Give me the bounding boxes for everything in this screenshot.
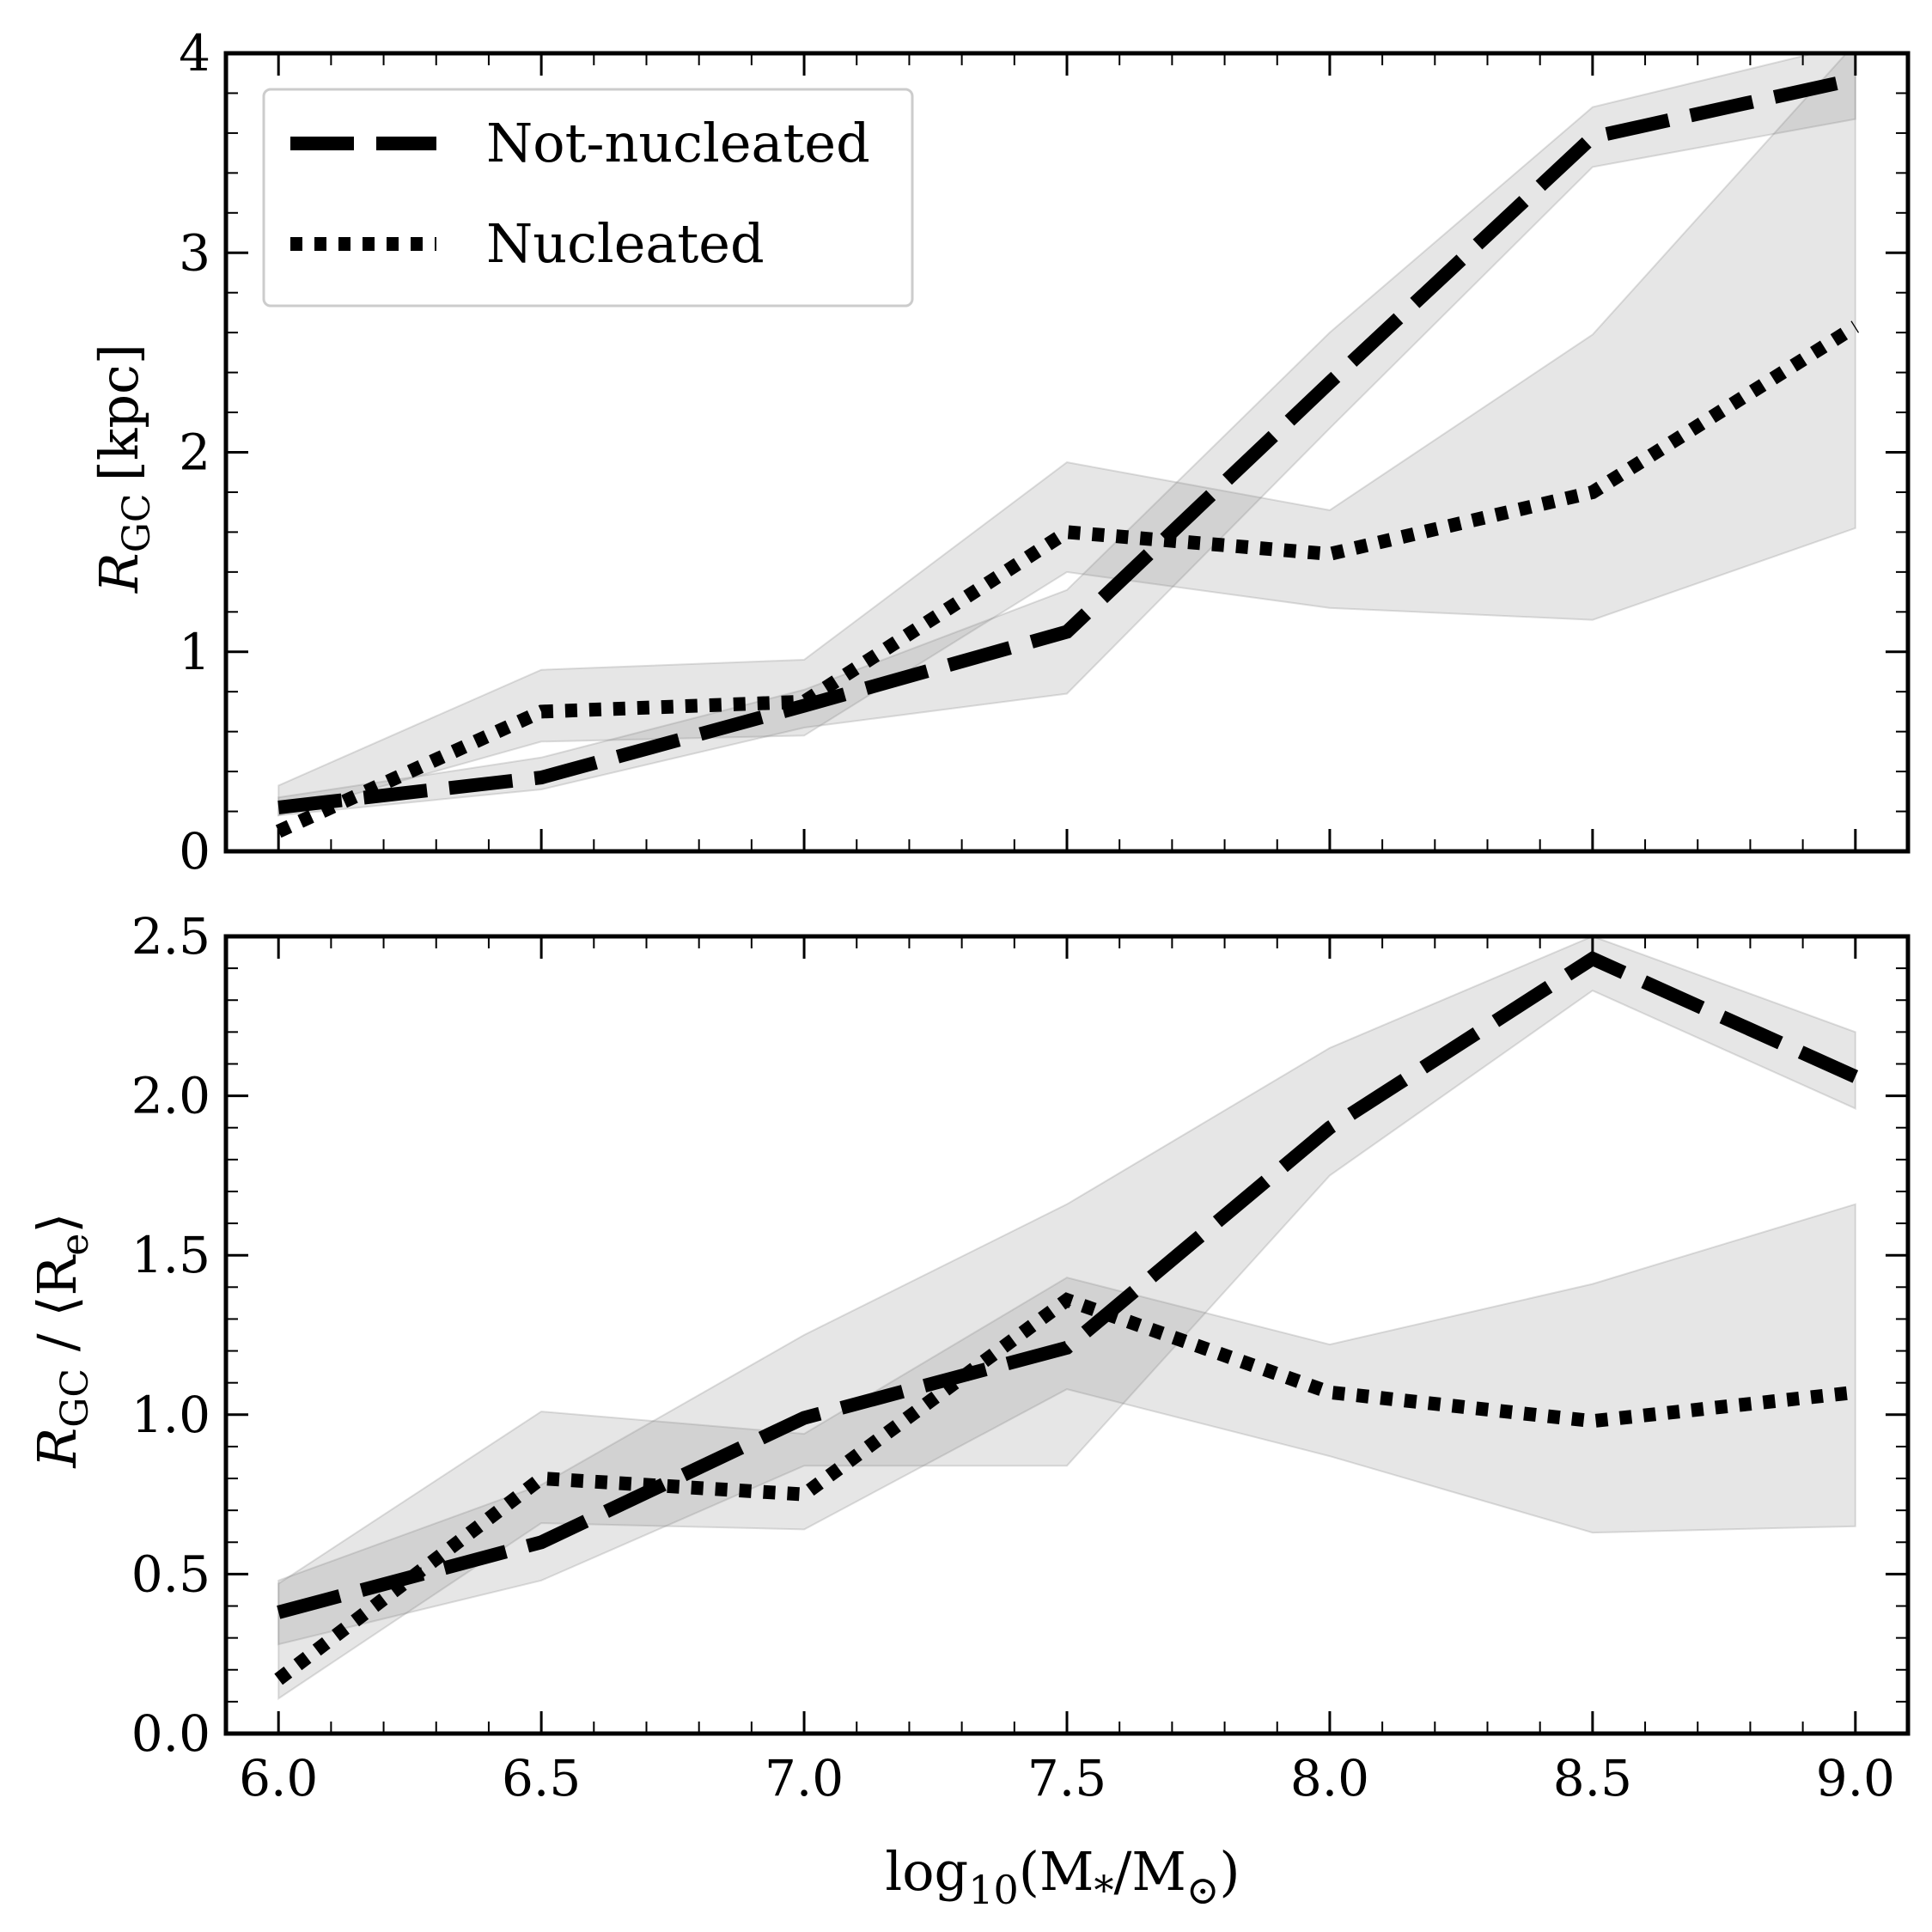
bottom-xtick-label: 6.5 (502, 1749, 581, 1807)
legend: Not-nucleated Nucleated (262, 88, 914, 308)
top-ytick-label: 3 (179, 223, 210, 282)
top-ytick-labels: 0 1 2 3 4 (179, 24, 210, 881)
bottom-xtick-label: 6.0 (239, 1749, 318, 1807)
top-ytick-label: 4 (179, 24, 210, 82)
bottom-xtick-label: 8.0 (1290, 1749, 1369, 1807)
bottom-plot-frame (223, 934, 1911, 1736)
bottom-ytick-label: 2.0 (131, 1067, 210, 1125)
bottom-ytick-labels: 0.0 0.5 1.0 1.5 2.0 2.5 (131, 907, 210, 1763)
top-series-lines (275, 72, 1860, 838)
top-panel: 0 1 2 3 4 Not-nucleated Nucleated RGC[kpc] (88, 24, 1911, 881)
bottom-xtick-label: 9.0 (1816, 1749, 1895, 1807)
top-band-nucleated (277, 53, 1856, 817)
bottom-ytick-label: 1.5 (131, 1226, 210, 1284)
top-confidence-bands (277, 53, 1856, 817)
bottom-panel: 0.0 0.5 1.0 1.5 2.0 2.5 6.0 6.5 7.0 7.5 8.0 8.5 9.0… (26, 907, 1911, 1913)
top-line-nucleated (275, 320, 1860, 838)
bottom-confidence-bands (277, 936, 1856, 1701)
legend-label-nucleated: Nucleated (486, 212, 765, 275)
bottom-band-not-nucleated (277, 936, 1856, 1646)
top-ytick-label: 0 (179, 822, 210, 881)
legend-label-not-nucleated: Not-nucleated (486, 112, 870, 174)
bottom-xtick-label: 8.5 (1553, 1749, 1632, 1807)
bottom-ytick-label: 2.5 (131, 907, 210, 966)
top-y-axis-title: RGC[kpc] (88, 344, 159, 594)
top-ytick-label: 1 (179, 623, 210, 681)
bottom-xtick-labels: 6.0 6.5 7.0 7.5 8.0 8.5 9.0 (239, 1749, 1895, 1807)
top-band-not-nucleated (277, 53, 1856, 817)
top-ytick-label: 2 (179, 424, 210, 482)
bottom-xtick-label: 7.5 (1027, 1749, 1106, 1807)
bottom-line-nucleated (274, 1292, 1856, 1685)
bottom-xtick-label: 7.0 (765, 1749, 844, 1807)
top-plot-frame (223, 51, 1911, 854)
bottom-ytick-label: 0.5 (131, 1545, 210, 1603)
bottom-ytick-label: 1.0 (131, 1386, 210, 1444)
bottom-band-nucleated (277, 1203, 1856, 1701)
top-line-not-nucleated (277, 72, 1857, 814)
x-axis-title: log10(M*/M⊙) (885, 1840, 1240, 1913)
bottom-y-axis-title: RGC / ⟨Re⟩ (26, 1213, 97, 1469)
bottom-ytick-label: 0.0 (131, 1704, 210, 1763)
